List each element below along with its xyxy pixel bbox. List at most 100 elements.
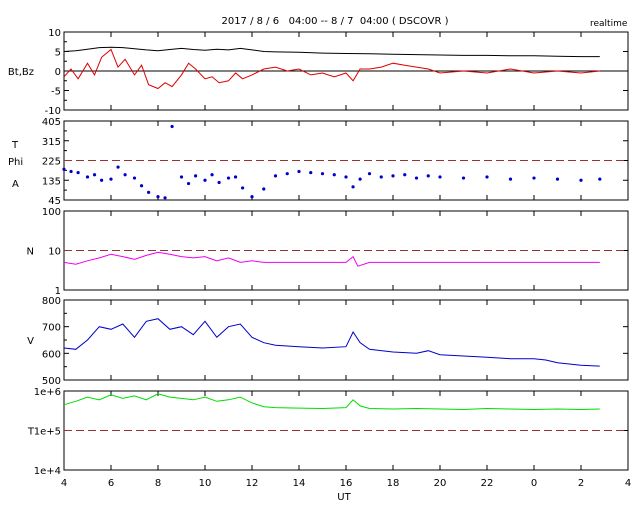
series-line-1: [63, 48, 600, 90]
x-tick-label: 4: [61, 478, 67, 489]
data-point: [358, 177, 362, 181]
y-axis-label: A: [12, 179, 19, 190]
data-point: [262, 187, 266, 191]
data-point: [485, 175, 489, 179]
y-tick-label: 100: [42, 207, 61, 218]
data-point: [233, 175, 238, 179]
panel-frame: [63, 299, 629, 381]
x-tick-label: 6: [108, 478, 114, 489]
y-tick-label: 0: [55, 67, 61, 78]
data-point: [147, 190, 151, 194]
data-point: [62, 167, 66, 171]
data-point: [92, 173, 97, 177]
series-line-0: [63, 318, 600, 367]
x-tick-label: 10: [199, 478, 212, 489]
y-tick-label: 500: [42, 376, 61, 387]
x-tick-label: 12: [246, 478, 259, 489]
data-point: [123, 173, 127, 177]
y-tick-label: 1e+5: [34, 427, 61, 438]
series-line-0: [63, 393, 600, 411]
data-point: [391, 174, 395, 178]
x-tick-label: 0: [531, 478, 537, 489]
x-axis: 4 6 8 10 12 14 16 18 20 22 0 2 4 UT: [61, 478, 631, 503]
data-point: [226, 176, 231, 180]
y-axis-label: N: [27, 247, 34, 258]
x-tick-label: 20: [434, 478, 447, 489]
y-tick-label: 10: [48, 28, 61, 39]
data-point: [414, 176, 419, 180]
chart-title: 2017 / 8 / 6 04:00 -- 8 / 7 04:00 ( DSCO…: [221, 16, 449, 27]
y-axis-label: Bt,Bz: [8, 67, 34, 78]
y-ticks: 1e+6 1e+5 1e+4: [34, 387, 628, 477]
y-axis-label: T: [27, 427, 35, 438]
data-point: [69, 169, 73, 174]
data-point: [532, 176, 536, 180]
y-tick-label: -10: [45, 106, 61, 117]
data-point: [203, 178, 207, 182]
x-tick-label: 8: [155, 478, 161, 489]
panel-density: 100 10 1 N: [27, 207, 629, 297]
series-points: [62, 124, 602, 200]
x-tick-label: 4: [625, 478, 631, 489]
y-tick-label: 10: [48, 247, 61, 258]
data-point: [116, 165, 120, 169]
panel-phi-angle: 405 315 225 135 45 T Phi A: [8, 117, 629, 207]
data-point: [179, 175, 184, 179]
y-tick-label: 1: [55, 286, 61, 297]
data-point: [555, 177, 560, 181]
data-point: [285, 172, 289, 176]
y-tick-label: 135: [42, 176, 61, 187]
y-axis-label: Phi: [8, 157, 23, 168]
data-point: [109, 177, 113, 181]
data-point: [367, 172, 372, 176]
data-point: [156, 195, 160, 199]
y-ticks: 100 10 1: [42, 207, 628, 297]
y-tick-label: 1e+4: [34, 466, 61, 477]
data-point: [461, 176, 466, 180]
series-line-0: [63, 46, 600, 58]
data-point: [438, 175, 442, 179]
data-point: [598, 177, 602, 181]
y-axis-label: V: [27, 336, 34, 347]
x-tick-label: 16: [340, 478, 353, 489]
chart-panels: 10 5 0 -5 -10 Bt,Bz 405 315 225 135 45 T Phi A 100 10 1 N…: [8, 28, 629, 477]
y-tick-label: 405: [42, 117, 61, 128]
data-point: [139, 184, 144, 188]
y-tick-label: 315: [42, 137, 61, 148]
data-point: [309, 170, 313, 175]
data-point: [273, 174, 278, 178]
data-point: [426, 174, 430, 178]
y-tick-label: 800: [42, 296, 61, 307]
data-point: [250, 195, 254, 199]
data-point: [170, 124, 174, 129]
y-tick-label: 1e+6: [34, 387, 61, 398]
y-tick-label: 45: [48, 196, 61, 207]
panel-temperature: 1e+6 1e+5 1e+4 T: [27, 387, 629, 477]
data-point: [579, 178, 583, 182]
data-point: [100, 178, 104, 182]
data-point: [320, 172, 325, 176]
y-tick-label: 225: [42, 157, 61, 168]
data-point: [186, 181, 191, 186]
x-tick-label: 18: [387, 478, 400, 489]
data-point: [332, 173, 336, 177]
data-point: [379, 175, 383, 179]
data-point: [163, 196, 167, 200]
data-point: [210, 173, 214, 177]
data-point: [217, 180, 221, 185]
data-point: [76, 170, 80, 175]
x-tick-label: 14: [293, 478, 306, 489]
data-point: [351, 185, 355, 189]
x-tick-label: 22: [481, 478, 494, 489]
data-point: [403, 173, 407, 177]
data-point: [297, 169, 301, 174]
y-ticks: 405 315 225 135 45: [42, 117, 628, 207]
realtime-badge: realtime: [590, 19, 628, 29]
data-point: [85, 175, 90, 179]
y-tick-label: 5: [55, 48, 61, 59]
data-point: [194, 174, 198, 178]
y-ticks: 800 700 600 500: [42, 296, 628, 387]
panel-speed: 800 700 600 500 V: [27, 296, 629, 387]
panel-magnetic-field: 10 5 0 -5 -10 Bt,Bz: [8, 28, 629, 117]
